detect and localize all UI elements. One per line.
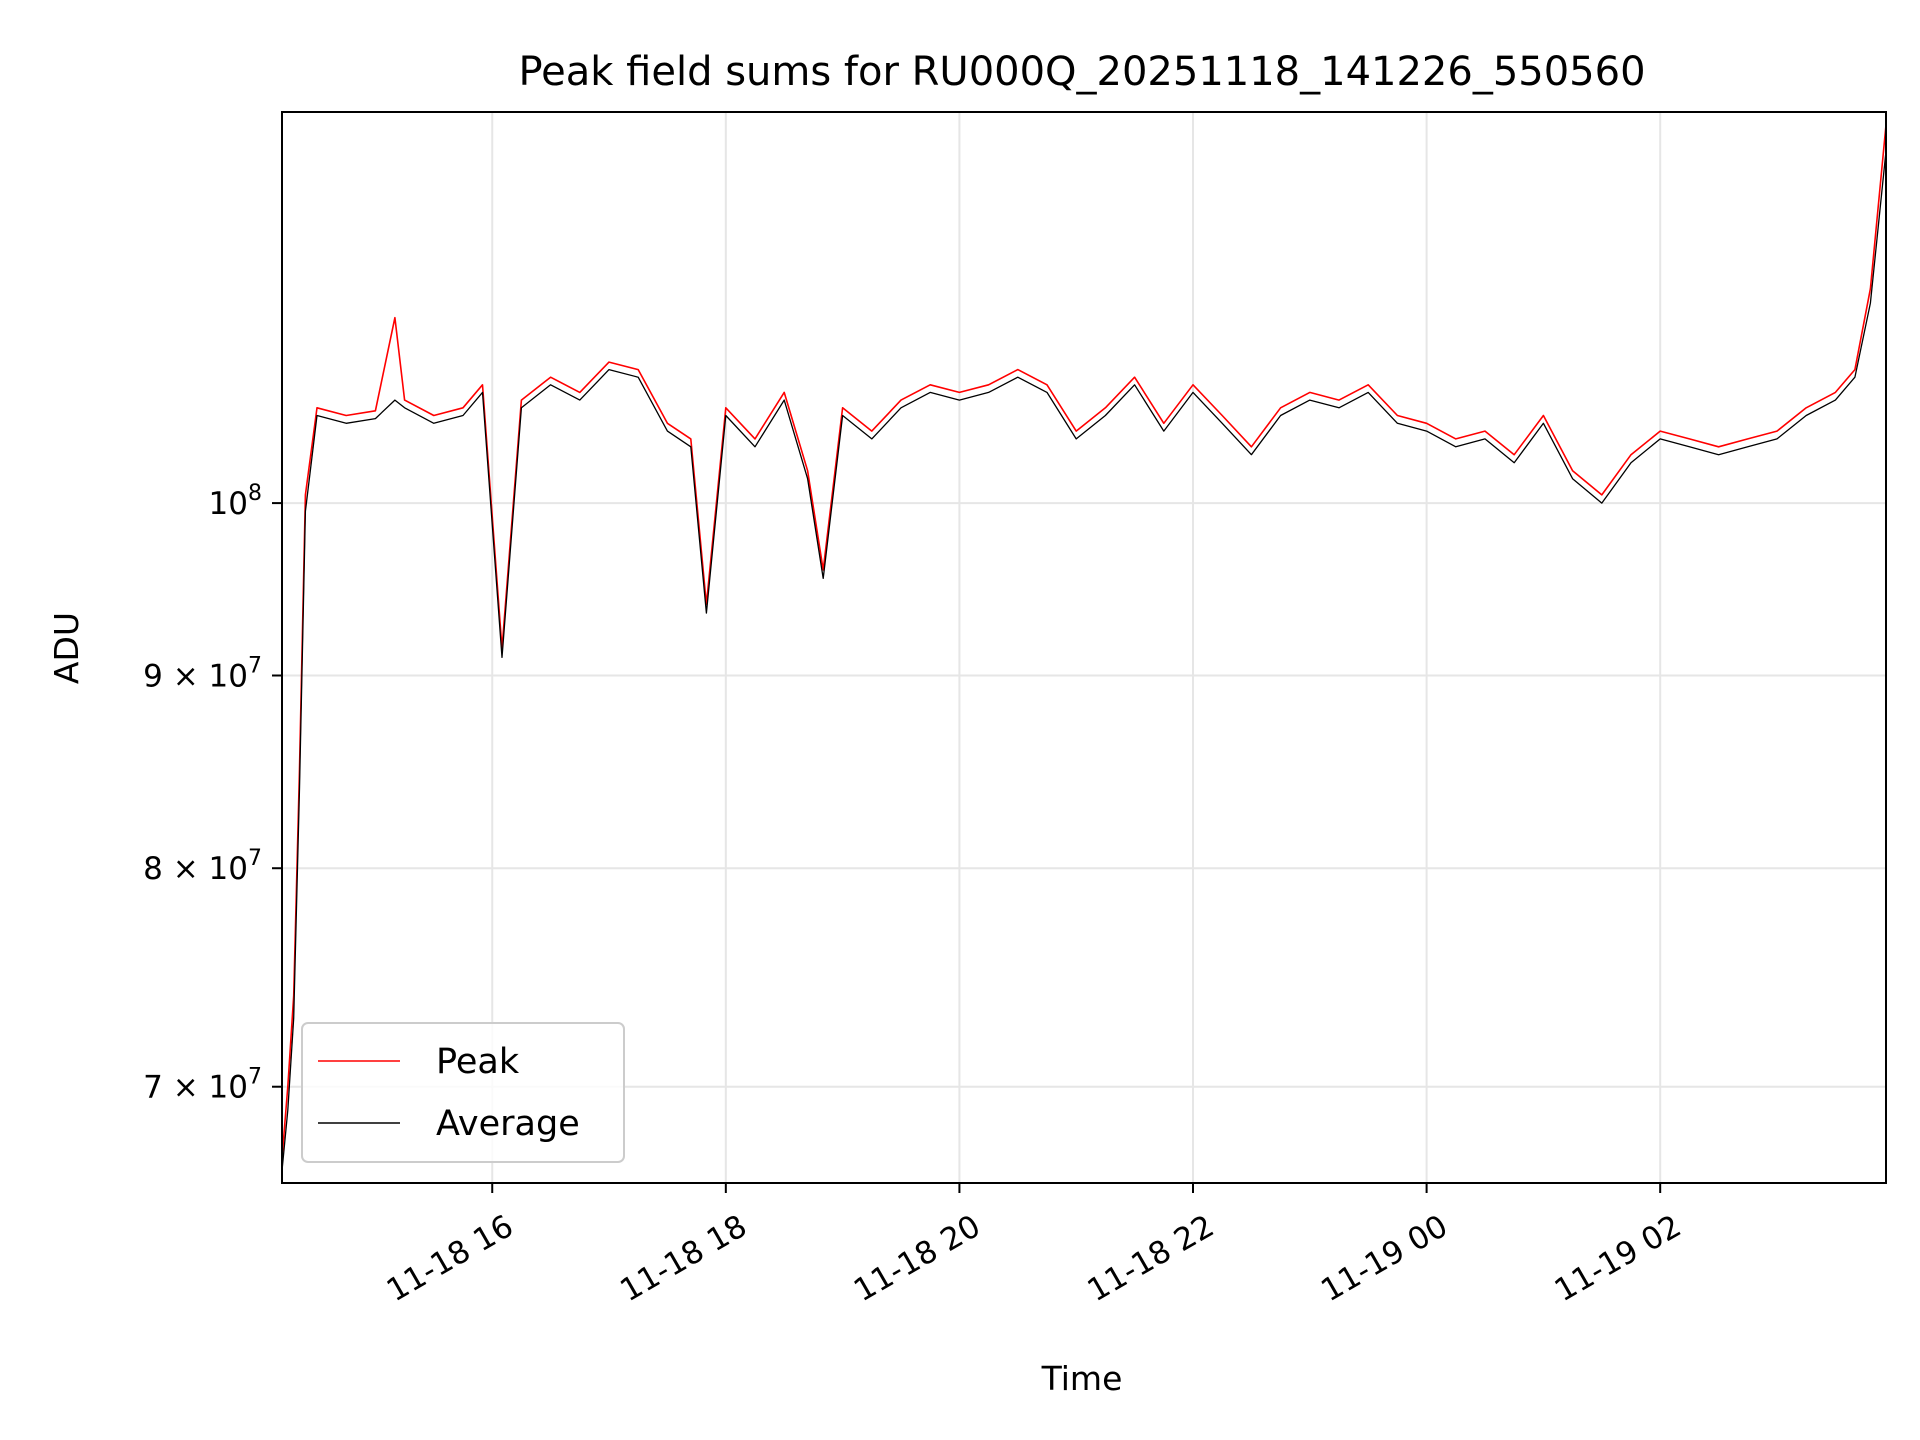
plot-frame (281, 111, 1887, 1184)
legend-label-peak: Peak (436, 1042, 520, 1082)
y-axis-label: ADU (47, 612, 86, 684)
y-tick-label: 8 × 107 (143, 846, 262, 887)
y-axis: 108 9 × 107 8 × 107 7 × 107 (143, 481, 282, 1106)
series-group (282, 124, 1886, 1171)
legend: Peak Average (301, 1022, 625, 1163)
series-line-peak (282, 124, 1886, 1159)
legend-box (301, 1022, 625, 1163)
x-axis-label: Time (1041, 1359, 1123, 1398)
chart-title: Peak field sums for RU000Q_20251118_1412… (518, 49, 1645, 95)
y-tick-label: 9 × 107 (143, 653, 262, 694)
series-line-average (282, 151, 1886, 1171)
grid (282, 112, 1886, 1183)
y-tick-label: 108 (209, 481, 262, 522)
y-tick-label: 7 × 107 (143, 1065, 262, 1106)
legend-label-average: Average (436, 1104, 580, 1144)
